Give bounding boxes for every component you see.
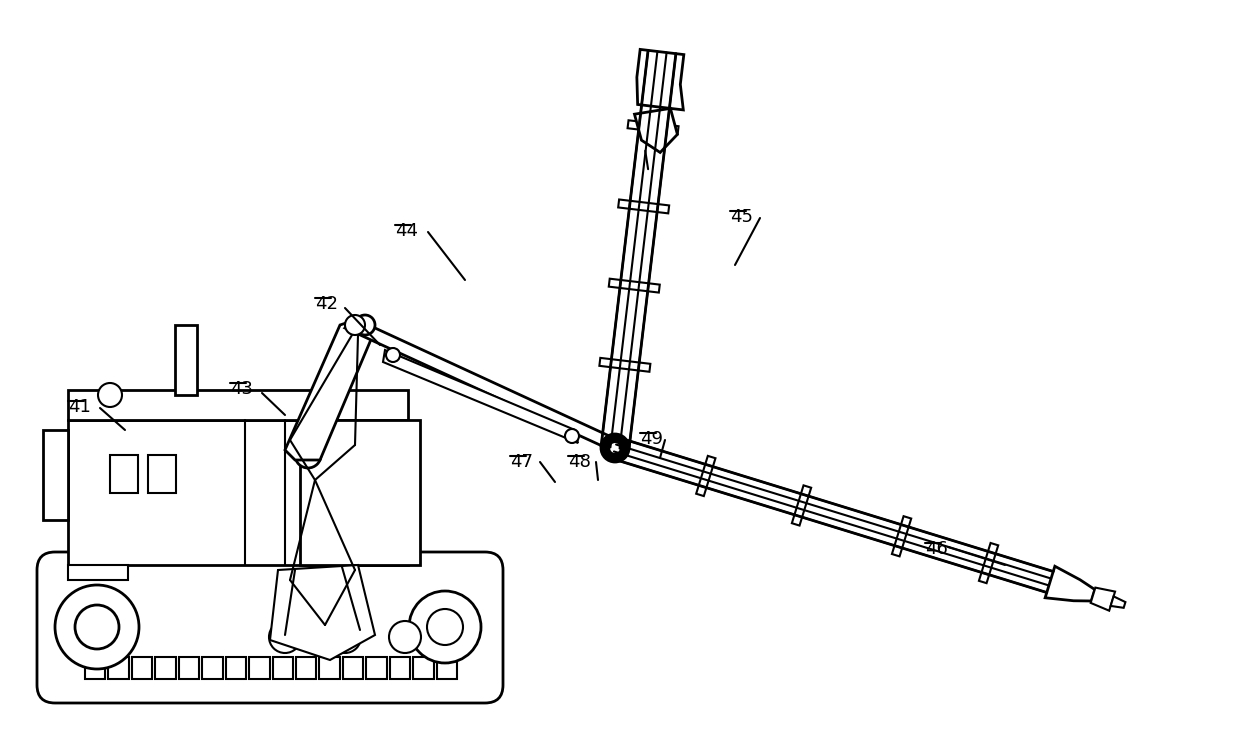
Circle shape bbox=[601, 434, 629, 462]
Circle shape bbox=[55, 585, 139, 669]
Circle shape bbox=[345, 315, 365, 335]
Text: 48: 48 bbox=[568, 453, 591, 471]
FancyBboxPatch shape bbox=[37, 552, 503, 703]
Bar bbox=[413, 657, 434, 679]
Bar bbox=[175, 325, 197, 395]
Bar bbox=[131, 657, 153, 679]
Text: 44: 44 bbox=[396, 222, 418, 240]
Circle shape bbox=[565, 429, 579, 443]
Polygon shape bbox=[383, 350, 578, 443]
Polygon shape bbox=[696, 456, 715, 496]
Circle shape bbox=[409, 591, 481, 663]
Circle shape bbox=[269, 621, 301, 653]
Bar bbox=[389, 657, 410, 679]
Bar bbox=[436, 657, 458, 679]
Bar bbox=[249, 657, 269, 679]
Text: 47: 47 bbox=[510, 453, 533, 471]
Bar bbox=[155, 657, 176, 679]
Bar bbox=[273, 657, 293, 679]
Polygon shape bbox=[627, 121, 678, 135]
Circle shape bbox=[389, 621, 422, 653]
Polygon shape bbox=[637, 49, 683, 110]
Polygon shape bbox=[1091, 587, 1115, 611]
Bar bbox=[179, 657, 200, 679]
Polygon shape bbox=[978, 543, 998, 583]
Bar bbox=[108, 657, 129, 679]
Circle shape bbox=[427, 609, 463, 645]
Polygon shape bbox=[619, 199, 670, 213]
Circle shape bbox=[74, 605, 119, 649]
Bar bbox=[296, 657, 316, 679]
Bar bbox=[148, 455, 176, 493]
Polygon shape bbox=[345, 318, 618, 452]
Polygon shape bbox=[792, 485, 811, 526]
Circle shape bbox=[98, 383, 122, 407]
Polygon shape bbox=[635, 108, 677, 152]
Bar bbox=[300, 420, 420, 565]
Bar bbox=[226, 657, 246, 679]
Polygon shape bbox=[1111, 596, 1126, 608]
Bar bbox=[68, 390, 408, 420]
Text: 42: 42 bbox=[315, 295, 339, 313]
Bar bbox=[86, 657, 105, 679]
Bar bbox=[342, 657, 363, 679]
Bar bbox=[320, 657, 340, 679]
Text: 46: 46 bbox=[925, 540, 947, 558]
Bar bbox=[43, 430, 68, 520]
Circle shape bbox=[355, 315, 374, 335]
Text: 43: 43 bbox=[229, 380, 253, 398]
Polygon shape bbox=[892, 516, 911, 556]
Text: 49: 49 bbox=[640, 430, 663, 448]
Circle shape bbox=[295, 442, 321, 468]
Bar bbox=[366, 657, 387, 679]
Circle shape bbox=[609, 442, 621, 454]
Circle shape bbox=[386, 348, 401, 362]
Polygon shape bbox=[1045, 566, 1095, 601]
Polygon shape bbox=[285, 320, 374, 460]
Polygon shape bbox=[609, 279, 660, 293]
Bar bbox=[68, 565, 128, 580]
Bar bbox=[68, 420, 408, 565]
Text: 45: 45 bbox=[730, 208, 753, 226]
Circle shape bbox=[329, 621, 361, 653]
Polygon shape bbox=[270, 565, 374, 660]
Text: 41: 41 bbox=[68, 398, 91, 416]
Bar bbox=[202, 657, 223, 679]
Polygon shape bbox=[599, 358, 650, 372]
Bar bbox=[110, 455, 138, 493]
